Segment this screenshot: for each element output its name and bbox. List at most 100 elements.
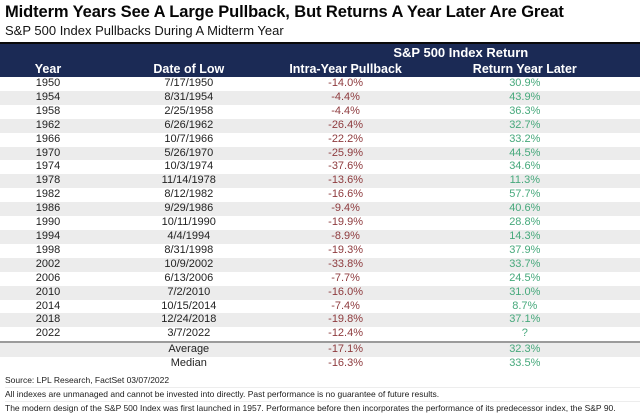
date-of-low-cell: 10/15/2014 xyxy=(161,299,217,312)
column-header-year: Year xyxy=(34,61,62,76)
summary-row: Median -16.3% 33.5% xyxy=(0,357,640,371)
table-row: 1970 5/26/1970 -25.9% 44.5% xyxy=(0,146,640,161)
date-of-low-cell: 7/17/1950 xyxy=(164,77,214,89)
date-of-low-cell: 8/31/1998 xyxy=(164,243,214,256)
return-year-later-cell: 31.0% xyxy=(509,285,541,298)
column-header-intra-year-pullback: Intra-Year Pullback xyxy=(289,61,402,76)
year-cell: 2006 xyxy=(35,271,61,284)
table-row: 1990 10/11/1990 -19.9% 28.8% xyxy=(0,216,640,230)
date-of-low-cell: 10/9/2002 xyxy=(164,257,214,270)
year-cell: 1990 xyxy=(35,216,61,229)
table-row: 1982 8/12/1982 -16.6% 57.7% xyxy=(0,188,640,202)
table-row: 2022 3/7/2022 -12.4%? xyxy=(0,327,640,342)
footer: Source: LPL Research, FactSet 03/07/2022… xyxy=(0,371,640,413)
return-year-later-cell: 37.1% xyxy=(509,313,541,326)
year-cell: 1970 xyxy=(35,146,61,159)
intra-year-pullback-cell: -7.7% xyxy=(331,271,360,284)
disclaimer-note-2: The modern design of the S&P 500 Index w… xyxy=(5,402,640,413)
year-cell: 1974 xyxy=(35,160,61,173)
year-cell: 1998 xyxy=(35,243,61,256)
return-year-later-cell: 40.6% xyxy=(509,202,541,215)
intra-year-pullback-cell: -16.0% xyxy=(328,285,364,298)
return-year-later-cell: 28.8% xyxy=(509,216,541,229)
source-note: Source: LPL Research, FactSet 03/07/2022 xyxy=(5,374,640,388)
date-of-low-cell: 7/2/2010 xyxy=(167,285,211,298)
disclaimer-note-1: All indexes are unmanaged and cannot be … xyxy=(5,388,640,402)
chart-title: Midterm Years See A Large Pullback, But … xyxy=(5,3,564,21)
return-year-later-cell: 33.2% xyxy=(509,132,541,145)
intra-year-pullback-cell: -8.9% xyxy=(331,229,360,242)
table-row: 2006 6/13/2006 -7.7% 24.5% xyxy=(0,272,640,286)
date-of-low-cell: 8/31/1954 xyxy=(164,90,214,103)
intra-year-pullback-cell: -25.9% xyxy=(328,146,364,159)
table-row: 2010 7/2/2010 -16.0% 31.0% xyxy=(0,285,640,300)
return-year-later-cell: 43.9% xyxy=(509,90,541,103)
year-cell: 1950 xyxy=(35,77,61,89)
date-of-low-cell: 5/26/1970 xyxy=(164,146,214,159)
span-header-row: S&P 500 Index Return xyxy=(0,43,640,60)
column-header-return-year-later: Return Year Later xyxy=(472,61,577,76)
table-body: 1950 7/17/1950 -14.0% 30.9% 1954 8/31/1954 -4.… xyxy=(0,77,640,371)
intra-year-pullback-cell: -16.6% xyxy=(328,188,364,201)
return-year-later-cell: 11.3% xyxy=(509,174,540,187)
intra-year-pullback-cell: -16.3% xyxy=(328,357,364,370)
return-year-later-cell: 36.3% xyxy=(509,104,541,117)
return-year-later-cell: 14.3% xyxy=(509,229,541,242)
date-of-low-cell: 8/12/1982 xyxy=(164,188,214,201)
return-year-later-cell: 32.3% xyxy=(409,341,640,358)
year-cell: 1986 xyxy=(35,202,61,215)
return-year-later-cell: 57.7% xyxy=(509,188,541,201)
date-of-low-cell: 10/3/1974 xyxy=(164,160,214,173)
intra-year-pullback-cell: -13.6% xyxy=(328,174,364,187)
table-row: 1994 4/4/1994 -8.9% 14.3% xyxy=(0,229,640,244)
chart-subtitle: S&P 500 Index Pullbacks During A Midterm… xyxy=(5,23,284,38)
date-of-low-cell: 11/14/1978 xyxy=(161,174,216,187)
date-of-low-cell: 6/13/2006 xyxy=(164,271,214,284)
intra-year-pullback-cell: -19.9% xyxy=(328,216,364,229)
year-cell: 1966 xyxy=(35,132,61,145)
summary-label-cell: Median xyxy=(170,357,207,370)
return-year-later-cell: 8.7% xyxy=(512,299,538,312)
column-header-row: Year Date of Low Intra-Year Pullback Ret… xyxy=(0,60,640,77)
intra-year-pullback-cell: -12.4% xyxy=(328,327,364,340)
intra-year-pullback-cell: -33.8% xyxy=(328,257,364,270)
intra-year-pullback-cell: -22.2% xyxy=(328,132,364,145)
return-year-later-cell: 24.5% xyxy=(509,271,541,284)
return-year-later-cell: 44.5% xyxy=(509,146,541,159)
date-of-low-cell: 3/7/2022 xyxy=(167,327,211,340)
table-row: 2002 10/9/2002 -33.8% 33.7% xyxy=(0,257,640,272)
span-header-spacer xyxy=(0,43,282,60)
year-cell: 2022 xyxy=(35,327,61,340)
return-year-later-cell: 32.7% xyxy=(509,118,541,131)
year-cell: 1958 xyxy=(35,104,61,117)
return-year-later-cell: 34.6% xyxy=(509,160,541,173)
year-cell: 1978 xyxy=(35,174,61,187)
table-row: 1954 8/31/1954 -4.4% 43.9% xyxy=(0,90,640,105)
intra-year-pullback-cell: -19.8% xyxy=(328,313,364,326)
table-row: 2018 12/24/2018 -19.8% 37.1% xyxy=(0,313,640,328)
intra-year-pullback-cell: -37.6% xyxy=(328,160,364,173)
return-year-later-cell: 33.5% xyxy=(509,357,541,370)
table-row: 2014 10/15/2014 -7.4% 8.7% xyxy=(0,300,640,314)
year-cell: 1994 xyxy=(35,229,61,242)
summary-row: Average -17.1% 32.3% xyxy=(0,341,640,358)
return-year-later-cell: ? xyxy=(521,327,528,340)
return-year-later-cell: 33.7% xyxy=(509,257,541,270)
year-cell: 2010 xyxy=(35,285,61,298)
table-row: 1958 2/25/1958 -4.4% 36.3% xyxy=(0,105,640,119)
table-row: 1974 10/3/1974 -37.6% 34.6% xyxy=(0,160,640,174)
year-cell: 1954 xyxy=(35,90,61,103)
intra-year-pullback-cell: -14.0% xyxy=(328,77,364,89)
return-year-later-cell: 37.9% xyxy=(509,243,541,256)
table-row: 1998 8/31/1998 -19.3% 37.9% xyxy=(0,244,640,258)
table-row: 1986 9/29/1986 -9.4% 40.6% xyxy=(0,202,640,217)
year-cell: 1962 xyxy=(35,118,61,131)
year-cell: 1982 xyxy=(35,188,61,201)
intra-year-pullback-cell: -17.1% xyxy=(281,341,410,358)
year-cell: 2002 xyxy=(35,257,61,270)
intra-year-pullback-cell: -9.4% xyxy=(331,202,360,215)
intra-year-pullback-cell: -26.4% xyxy=(328,118,364,131)
span-header-label: S&P 500 Index Return xyxy=(393,44,529,60)
table-row: 1962 6/26/1962 -26.4% 32.7% xyxy=(0,118,640,133)
date-of-low-cell: 2/25/1958 xyxy=(164,104,214,117)
